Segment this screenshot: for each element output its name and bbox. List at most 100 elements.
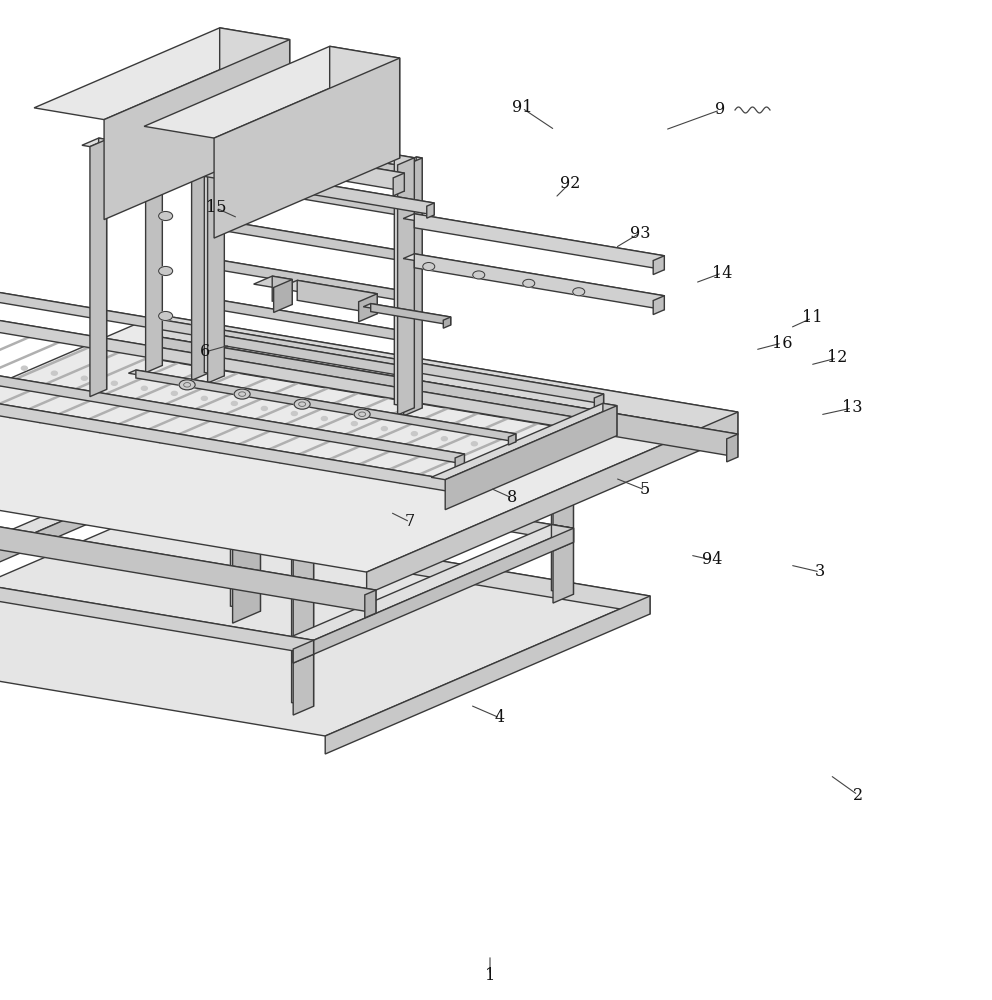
- Polygon shape: [172, 461, 573, 542]
- Polygon shape: [151, 367, 193, 379]
- Polygon shape: [415, 214, 665, 270]
- Polygon shape: [155, 114, 163, 365]
- Text: 3: 3: [814, 564, 825, 580]
- Polygon shape: [204, 257, 415, 303]
- Polygon shape: [0, 573, 313, 649]
- Ellipse shape: [572, 288, 584, 296]
- Ellipse shape: [22, 366, 28, 370]
- Polygon shape: [531, 431, 573, 443]
- Text: 2: 2: [853, 786, 863, 804]
- Polygon shape: [415, 254, 665, 310]
- Polygon shape: [409, 253, 415, 265]
- Polygon shape: [394, 154, 415, 408]
- Polygon shape: [204, 332, 415, 378]
- Polygon shape: [150, 512, 650, 614]
- Polygon shape: [149, 100, 179, 120]
- Polygon shape: [272, 276, 293, 304]
- Ellipse shape: [471, 442, 477, 446]
- Polygon shape: [198, 332, 415, 370]
- Polygon shape: [727, 434, 738, 462]
- Polygon shape: [552, 431, 573, 594]
- Polygon shape: [173, 370, 193, 539]
- Ellipse shape: [473, 271, 485, 279]
- Text: 6: 6: [199, 344, 210, 360]
- Polygon shape: [172, 367, 193, 530]
- Text: 16: 16: [772, 334, 793, 352]
- Polygon shape: [0, 315, 738, 572]
- Polygon shape: [0, 336, 464, 464]
- Ellipse shape: [159, 266, 173, 275]
- Polygon shape: [207, 126, 224, 383]
- Polygon shape: [403, 214, 665, 261]
- Polygon shape: [653, 256, 665, 275]
- Polygon shape: [230, 441, 261, 611]
- Polygon shape: [136, 370, 516, 442]
- Ellipse shape: [423, 263, 434, 271]
- Polygon shape: [204, 132, 415, 178]
- Ellipse shape: [295, 399, 310, 409]
- Polygon shape: [432, 403, 617, 480]
- Polygon shape: [204, 297, 415, 343]
- Polygon shape: [129, 100, 179, 114]
- Ellipse shape: [81, 376, 87, 380]
- Polygon shape: [219, 28, 290, 140]
- Polygon shape: [455, 454, 464, 468]
- Polygon shape: [254, 276, 293, 287]
- Ellipse shape: [180, 380, 195, 390]
- Polygon shape: [204, 164, 434, 215]
- Polygon shape: [398, 157, 423, 166]
- Polygon shape: [98, 138, 107, 389]
- Text: 91: 91: [512, 100, 533, 116]
- Ellipse shape: [159, 166, 173, 175]
- Polygon shape: [409, 368, 415, 380]
- Polygon shape: [198, 257, 415, 295]
- Ellipse shape: [354, 409, 370, 419]
- Polygon shape: [138, 114, 163, 123]
- Polygon shape: [0, 276, 603, 404]
- Ellipse shape: [231, 401, 237, 405]
- Polygon shape: [198, 297, 415, 335]
- Ellipse shape: [223, 446, 239, 454]
- Polygon shape: [363, 304, 450, 320]
- Polygon shape: [603, 403, 617, 436]
- Polygon shape: [367, 412, 738, 594]
- Ellipse shape: [381, 427, 387, 431]
- Text: 1: 1: [485, 966, 495, 984]
- Polygon shape: [294, 528, 573, 663]
- Polygon shape: [187, 122, 224, 133]
- Polygon shape: [594, 422, 603, 438]
- Text: 11: 11: [802, 310, 822, 326]
- Polygon shape: [0, 461, 193, 585]
- Polygon shape: [378, 154, 415, 165]
- Ellipse shape: [52, 371, 58, 375]
- Polygon shape: [653, 296, 665, 315]
- Ellipse shape: [159, 211, 173, 220]
- Polygon shape: [325, 596, 650, 754]
- Polygon shape: [214, 58, 400, 238]
- Polygon shape: [403, 254, 665, 301]
- Polygon shape: [553, 528, 573, 551]
- Polygon shape: [0, 493, 376, 595]
- Ellipse shape: [234, 389, 250, 399]
- Polygon shape: [196, 164, 434, 206]
- Polygon shape: [359, 294, 377, 322]
- Polygon shape: [409, 168, 415, 180]
- Polygon shape: [552, 525, 573, 542]
- Text: 13: 13: [842, 399, 862, 416]
- Polygon shape: [0, 364, 464, 494]
- Polygon shape: [365, 590, 376, 618]
- Polygon shape: [371, 304, 450, 325]
- Polygon shape: [594, 394, 603, 408]
- Polygon shape: [445, 406, 617, 510]
- Text: 93: 93: [630, 225, 650, 241]
- Polygon shape: [224, 143, 405, 191]
- Polygon shape: [198, 172, 415, 210]
- Text: 4: 4: [495, 710, 505, 726]
- Polygon shape: [404, 158, 423, 416]
- Polygon shape: [144, 46, 400, 138]
- Polygon shape: [509, 434, 516, 445]
- Polygon shape: [204, 172, 415, 218]
- Polygon shape: [0, 304, 603, 426]
- Text: 7: 7: [405, 514, 415, 530]
- Polygon shape: [82, 138, 107, 147]
